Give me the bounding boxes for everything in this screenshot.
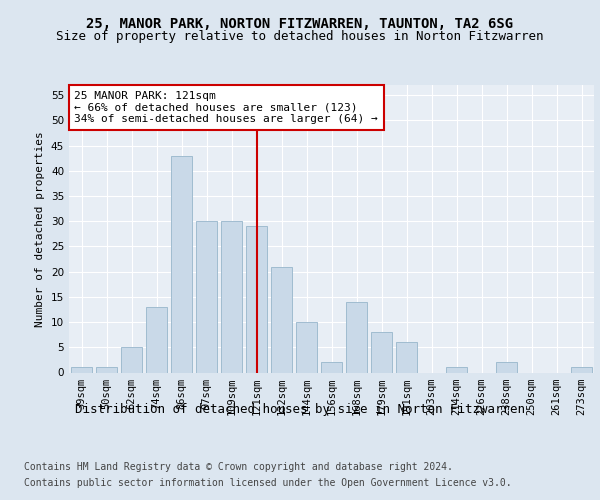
Bar — [496, 362, 517, 372]
Bar — [271, 266, 292, 372]
Text: Distribution of detached houses by size in Norton Fitzwarren: Distribution of detached houses by size … — [75, 402, 525, 415]
Bar — [246, 226, 267, 372]
Bar — [146, 307, 167, 372]
Text: 25 MANOR PARK: 121sqm
← 66% of detached houses are smaller (123)
34% of semi-det: 25 MANOR PARK: 121sqm ← 66% of detached … — [74, 91, 378, 124]
Text: Size of property relative to detached houses in Norton Fitzwarren: Size of property relative to detached ho… — [56, 30, 544, 43]
Bar — [96, 368, 117, 372]
Bar — [446, 368, 467, 372]
Text: 25, MANOR PARK, NORTON FITZWARREN, TAUNTON, TA2 6SG: 25, MANOR PARK, NORTON FITZWARREN, TAUNT… — [86, 18, 514, 32]
Text: Contains HM Land Registry data © Crown copyright and database right 2024.: Contains HM Land Registry data © Crown c… — [24, 462, 453, 472]
Y-axis label: Number of detached properties: Number of detached properties — [35, 131, 46, 326]
Bar — [321, 362, 342, 372]
Bar — [196, 221, 217, 372]
Bar — [221, 221, 242, 372]
Bar — [371, 332, 392, 372]
Bar — [121, 348, 142, 372]
Text: Contains public sector information licensed under the Open Government Licence v3: Contains public sector information licen… — [24, 478, 512, 488]
Bar — [571, 368, 592, 372]
Bar — [171, 156, 192, 372]
Bar — [71, 368, 92, 372]
Bar — [346, 302, 367, 372]
Bar — [296, 322, 317, 372]
Bar — [396, 342, 417, 372]
